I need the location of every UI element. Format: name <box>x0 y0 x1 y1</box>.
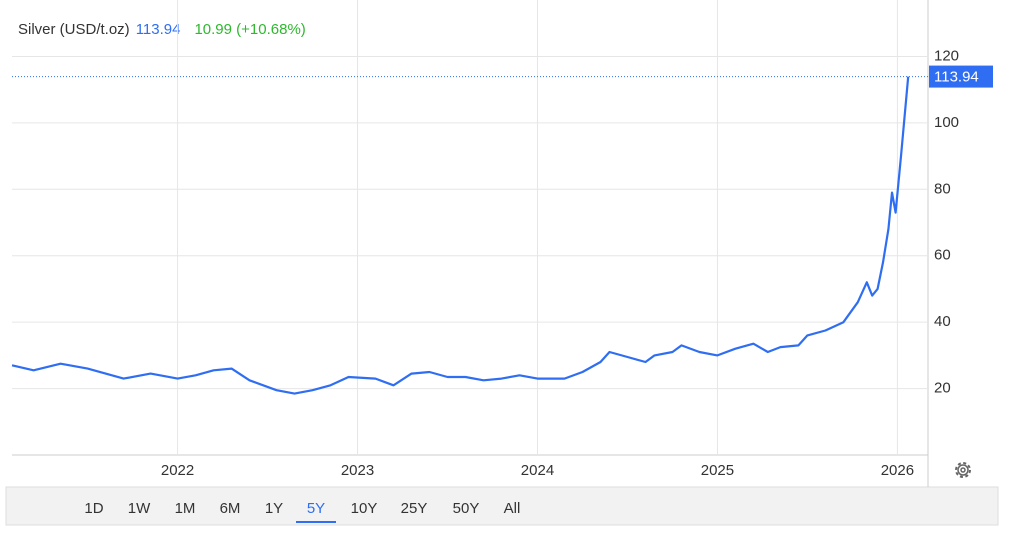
y-tick-label: 100 <box>934 114 959 131</box>
price-line <box>11 76 910 395</box>
range-button[interactable]: 6M <box>220 500 241 517</box>
range-button[interactable]: 5Y <box>307 500 325 517</box>
chart-title: Silver (USD/t.oz) 113.94 10.99 (+10.68%) <box>18 21 306 38</box>
range-button[interactable]: 1W <box>128 500 151 517</box>
y-tick-label: 60 <box>934 247 951 264</box>
x-tick-label: 2023 <box>341 462 374 479</box>
header-price: 113.94 <box>136 21 181 38</box>
range-bar <box>5 486 999 526</box>
range-button[interactable]: All <box>504 500 521 517</box>
range-button[interactable]: 1Y <box>265 500 283 517</box>
title-text: Silver (USD/t.oz) <box>18 21 130 38</box>
range-button[interactable]: 25Y <box>401 500 428 517</box>
settings-icon[interactable] <box>955 462 971 478</box>
range-button[interactable]: 10Y <box>351 500 378 517</box>
y-tick-label: 80 <box>934 180 951 197</box>
header-change: 10.99 (+10.68%) <box>194 21 305 38</box>
x-tick-label: 2022 <box>161 462 194 479</box>
x-tick-label: 2026 <box>881 462 914 479</box>
x-tick-label: 2024 <box>521 462 554 479</box>
last-price-box <box>929 65 993 88</box>
y-tick-label: 20 <box>934 380 951 397</box>
x-tick-label: 2025 <box>701 462 734 479</box>
range-button[interactable]: 1D <box>84 500 103 517</box>
range-button[interactable]: 1M <box>175 500 196 517</box>
y-tick-label: 120 <box>934 47 959 64</box>
last-price-label: 113.94 <box>934 69 979 86</box>
y-tick-label: 40 <box>934 313 951 330</box>
range-button[interactable]: 50Y <box>453 500 480 517</box>
